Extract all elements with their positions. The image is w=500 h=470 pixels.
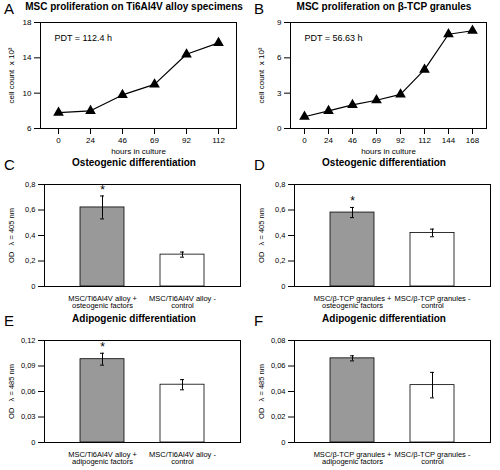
svg-text:92: 92	[396, 136, 405, 145]
svg-text:0,03: 0,03	[21, 412, 36, 421]
svg-text:MSC/β-TCP granules +adipogenic: MSC/β-TCP granules +adipogenic factors	[314, 450, 392, 467]
svg-text:168: 168	[466, 136, 480, 145]
svg-text:OD λ = 405 nm: OD λ = 405 nm	[7, 208, 16, 263]
svg-text:9: 9	[277, 18, 282, 27]
html-text:F: F	[254, 312, 264, 329]
svg-text:PDT = 112.4 h: PDT = 112.4 h	[55, 33, 112, 43]
svg-text:24: 24	[324, 136, 333, 145]
html-text:Osteogenic differentiation: Osteogenic differentiation	[322, 157, 446, 168]
html-text:Adipogenic differentiation: Adipogenic differentiation	[72, 313, 196, 324]
svg-text:0,6: 0,6	[275, 205, 285, 214]
svg-text:112: 112	[418, 136, 431, 145]
svg-text:0,06: 0,06	[271, 361, 286, 370]
svg-text:6: 6	[27, 124, 32, 133]
svg-text:0: 0	[31, 282, 35, 291]
svg-text:0: 0	[31, 438, 35, 447]
svg-text:PDT = 56.63 h: PDT = 56.63 h	[305, 33, 363, 43]
svg-text:MSC/Ti6Al4V alloy +osteogenic: MSC/Ti6Al4V alloy +osteogenic factors	[68, 294, 137, 311]
svg-text:MSC/Ti6Al4V alloy -control: MSC/Ti6Al4V alloy -control	[149, 450, 216, 467]
svg-text:46: 46	[348, 136, 357, 145]
svg-text:0: 0	[281, 282, 285, 291]
svg-text:14: 14	[23, 53, 32, 62]
svg-text:24: 24	[86, 136, 95, 145]
svg-text:0,4: 0,4	[25, 231, 35, 240]
svg-text:OD λ = 485 nm: OD λ = 485 nm	[257, 364, 266, 419]
svg-text:0: 0	[56, 136, 61, 145]
svg-text:0,2: 0,2	[275, 256, 285, 265]
html-text:MSC proliferation on β-TCP gra: MSC proliferation on β-TCP granules	[296, 1, 472, 12]
svg-text:0,04: 0,04	[271, 387, 286, 396]
svg-text:0,12: 0,12	[21, 336, 36, 345]
svg-text:69: 69	[372, 136, 381, 145]
svg-text:18: 18	[23, 18, 32, 27]
svg-text:0: 0	[281, 438, 285, 447]
svg-text:MSC/Ti6Al4V alloy +adipogenic: MSC/Ti6Al4V alloy +adipogenic factors	[68, 450, 137, 467]
svg-text:144: 144	[442, 136, 456, 145]
svg-text:OD λ = 485 nm: OD λ = 485 nm	[7, 364, 16, 419]
html-text:MSC proliferation on Ti6Al4V a: MSC proliferation on Ti6Al4V alloy speci…	[25, 1, 243, 12]
svg-text:10: 10	[23, 89, 32, 98]
svg-text:MSC/β-TCP granules -control: MSC/β-TCP granules -control	[395, 294, 471, 311]
html-text:A: A	[4, 0, 14, 17]
svg-text:112: 112	[212, 136, 225, 145]
svg-text:cell count x 10³: cell count x 10³	[7, 47, 16, 103]
svg-text:hours in culture: hours in culture	[111, 147, 166, 156]
svg-text:3: 3	[277, 89, 282, 98]
svg-text:*: *	[350, 194, 355, 208]
svg-text:0,8: 0,8	[275, 180, 285, 189]
svg-text:0,2: 0,2	[25, 256, 35, 265]
svg-text:46: 46	[118, 136, 127, 145]
svg-text:MSC/Ti6Al4V alloy -control: MSC/Ti6Al4V alloy -control	[149, 294, 216, 311]
svg-text:0: 0	[302, 136, 307, 145]
svg-text:0,06: 0,06	[21, 387, 36, 396]
svg-text:0,09: 0,09	[21, 361, 36, 370]
svg-text:92: 92	[182, 136, 191, 145]
svg-text:OD λ = 405 nm: OD λ = 405 nm	[257, 208, 266, 263]
svg-text:cell count x 10³: cell count x 10³	[257, 47, 266, 103]
svg-text:69: 69	[150, 136, 159, 145]
svg-text:0,08: 0,08	[271, 336, 286, 345]
svg-text:0,4: 0,4	[275, 231, 285, 240]
svg-text:0,02: 0,02	[271, 412, 286, 421]
svg-text:MSC/β-TCP granules +osteogenic: MSC/β-TCP granules +osteogenic factors	[314, 294, 392, 311]
svg-text:0,8: 0,8	[25, 180, 35, 189]
svg-text:*: *	[100, 183, 105, 197]
svg-text:hours in culture: hours in culture	[361, 147, 416, 156]
svg-text:MSC/β-TCP granules -control: MSC/β-TCP granules -control	[395, 450, 471, 467]
svg-text:*: *	[100, 340, 105, 354]
svg-text:0: 0	[277, 124, 282, 133]
html-text:B: B	[254, 0, 264, 17]
svg-text:6: 6	[277, 53, 282, 62]
svg-text:0,6: 0,6	[25, 205, 35, 214]
html-text:C: C	[4, 156, 15, 173]
html-text:Osteogenic differentiation: Osteogenic differentiation	[72, 157, 196, 168]
html-text:D: D	[254, 156, 265, 173]
html-text:E: E	[4, 312, 14, 329]
html-text:Adipogenic differentiation: Adipogenic differentiation	[322, 313, 446, 324]
